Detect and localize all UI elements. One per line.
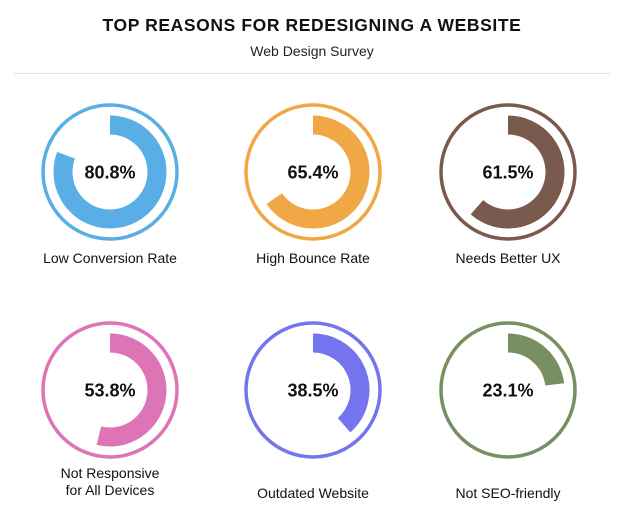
donut-card: 61.5% Needs Better UX [423,97,593,266]
donut-category-label: Not Responsive for All Devices [60,465,160,498]
donut-outer-ring [439,103,577,241]
donut-card: 23.1% Not SEO-friendly [423,315,593,501]
donut-card: 65.4% High Bounce Rate [228,97,398,266]
donut-value-label: 65.4% [287,163,338,183]
donut-value-arc [96,333,167,447]
donut-card: 80.8% Low Conversion Rate [25,97,195,266]
donut-category-label: Low Conversion Rate [43,250,177,266]
donut-chart: 65.4% [244,103,382,241]
donut-value-label: 61.5% [482,163,533,183]
donut-value-arc [312,333,370,433]
donut-category-label: Outdated Website [257,485,369,501]
donut-chart: 80.8% [41,103,179,241]
donut-chart: 23.1% [439,321,577,459]
donut-outer-ring [41,321,179,459]
donut-value-label: 38.5% [287,381,338,401]
donut-outer-ring [244,321,382,459]
donut-value-label: 80.8% [84,163,135,183]
donut-category-label: Not SEO-friendly [455,485,561,501]
donut-chart: 61.5% [439,103,577,241]
donut-chart: 38.5% [244,321,382,459]
donut-chart: 53.8% [41,321,179,459]
donut-card: 53.8% Not Responsive for All Devices [25,315,195,498]
donut-value-arc [470,115,565,229]
donut-value-arc [266,115,370,229]
donut-value-label: 23.1% [482,381,533,401]
chart-title: TOP REASONS FOR REDESIGNING A WEBSITE [102,15,522,35]
donut-card: 38.5% Outdated Website [228,315,398,501]
donut-category-label: Needs Better UX [455,250,561,266]
header-divider [14,73,610,74]
donut-value-label: 53.8% [84,381,135,401]
chart-subtitle: Web Design Survey [250,43,374,59]
donut-outer-ring [41,103,179,241]
donut-category-label: High Bounce Rate [256,250,370,266]
donut-value-arc [507,333,565,387]
donut-outer-ring [439,321,577,459]
donut-outer-ring [244,103,382,241]
donut-value-arc [53,115,167,229]
